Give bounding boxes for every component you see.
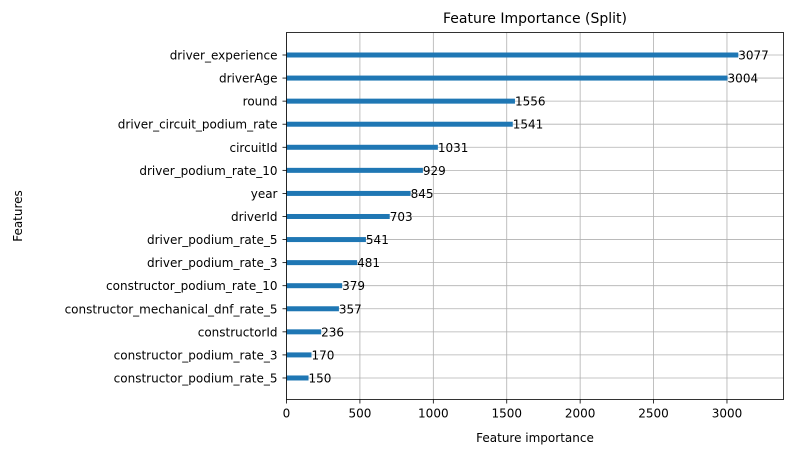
bar (286, 190, 411, 196)
bar (286, 329, 322, 335)
y-tick-labels: driver_experience driverAge round driver_ci… (65, 49, 287, 385)
data-label: 150 (309, 371, 332, 385)
x-axis-label: Feature importance (476, 431, 594, 445)
data-label: 3004 (728, 72, 759, 86)
x-tick-label: 3000 (712, 407, 743, 421)
x-tick-label: 500 (348, 407, 371, 421)
x-tick-label: 1500 (491, 407, 522, 421)
bar (286, 375, 309, 381)
data-label: 1541 (513, 118, 544, 132)
y-tick-label: constructor_podium_rate_10 (106, 279, 277, 293)
bar (286, 306, 339, 312)
y-tick-label: driverId (231, 210, 277, 224)
x-tick-label: 0 (283, 407, 291, 421)
bar (286, 98, 515, 104)
bar (286, 144, 438, 150)
data-label: 845 (411, 187, 434, 201)
bar (286, 167, 423, 173)
y-tick-label: driver_podium_rate_3 (147, 256, 278, 270)
plot-area-frame (286, 32, 784, 400)
data-label: 3077 (738, 49, 769, 63)
bar (286, 121, 513, 127)
x-tick-label: 2000 (565, 407, 596, 421)
y-tick-label: constructor_mechanical_dnf_rate_5 (65, 302, 278, 316)
bar (286, 352, 312, 358)
y-tick-label: driver_podium_rate_10 (139, 164, 277, 178)
bar (286, 237, 366, 243)
data-label: 541 (366, 233, 389, 247)
bar (286, 52, 739, 58)
x-tick-label: 2500 (638, 407, 669, 421)
y-tick-label: constructor_podium_rate_3 (114, 348, 278, 362)
y-tick-label: driver_podium_rate_5 (147, 233, 278, 247)
data-label: 1556 (515, 95, 546, 109)
y-tick-label: round (243, 95, 278, 109)
chart-title: Feature Importance (Split) (443, 11, 627, 27)
y-tick-label: driver_circuit_podium_rate (118, 118, 278, 132)
data-label: 357 (339, 302, 362, 316)
data-label: 703 (390, 210, 413, 224)
y-tick-label: constructor_podium_rate_5 (114, 371, 278, 385)
data-label: 929 (423, 164, 446, 178)
x-tick-labels: 0 500 1000 1500 2000 2500 3000 (283, 399, 743, 421)
bar (286, 213, 390, 219)
data-label: 379 (342, 279, 365, 293)
y-tick-label: driverAge (219, 72, 278, 86)
x-tick-label: 1000 (418, 407, 449, 421)
data-label: 236 (321, 325, 344, 339)
data-label: 481 (357, 256, 380, 270)
y-tick-label: year (251, 187, 278, 201)
bar (286, 75, 728, 81)
y-tick-label: constructorId (198, 325, 278, 339)
bar (286, 283, 343, 289)
bars (286, 52, 739, 381)
y-tick-label: driver_experience (170, 49, 278, 63)
y-axis-label: Features (11, 190, 25, 242)
data-label: 1031 (438, 141, 469, 155)
bar (286, 260, 358, 266)
y-tick-label: circuitId (230, 141, 278, 155)
data-label: 170 (311, 348, 334, 362)
